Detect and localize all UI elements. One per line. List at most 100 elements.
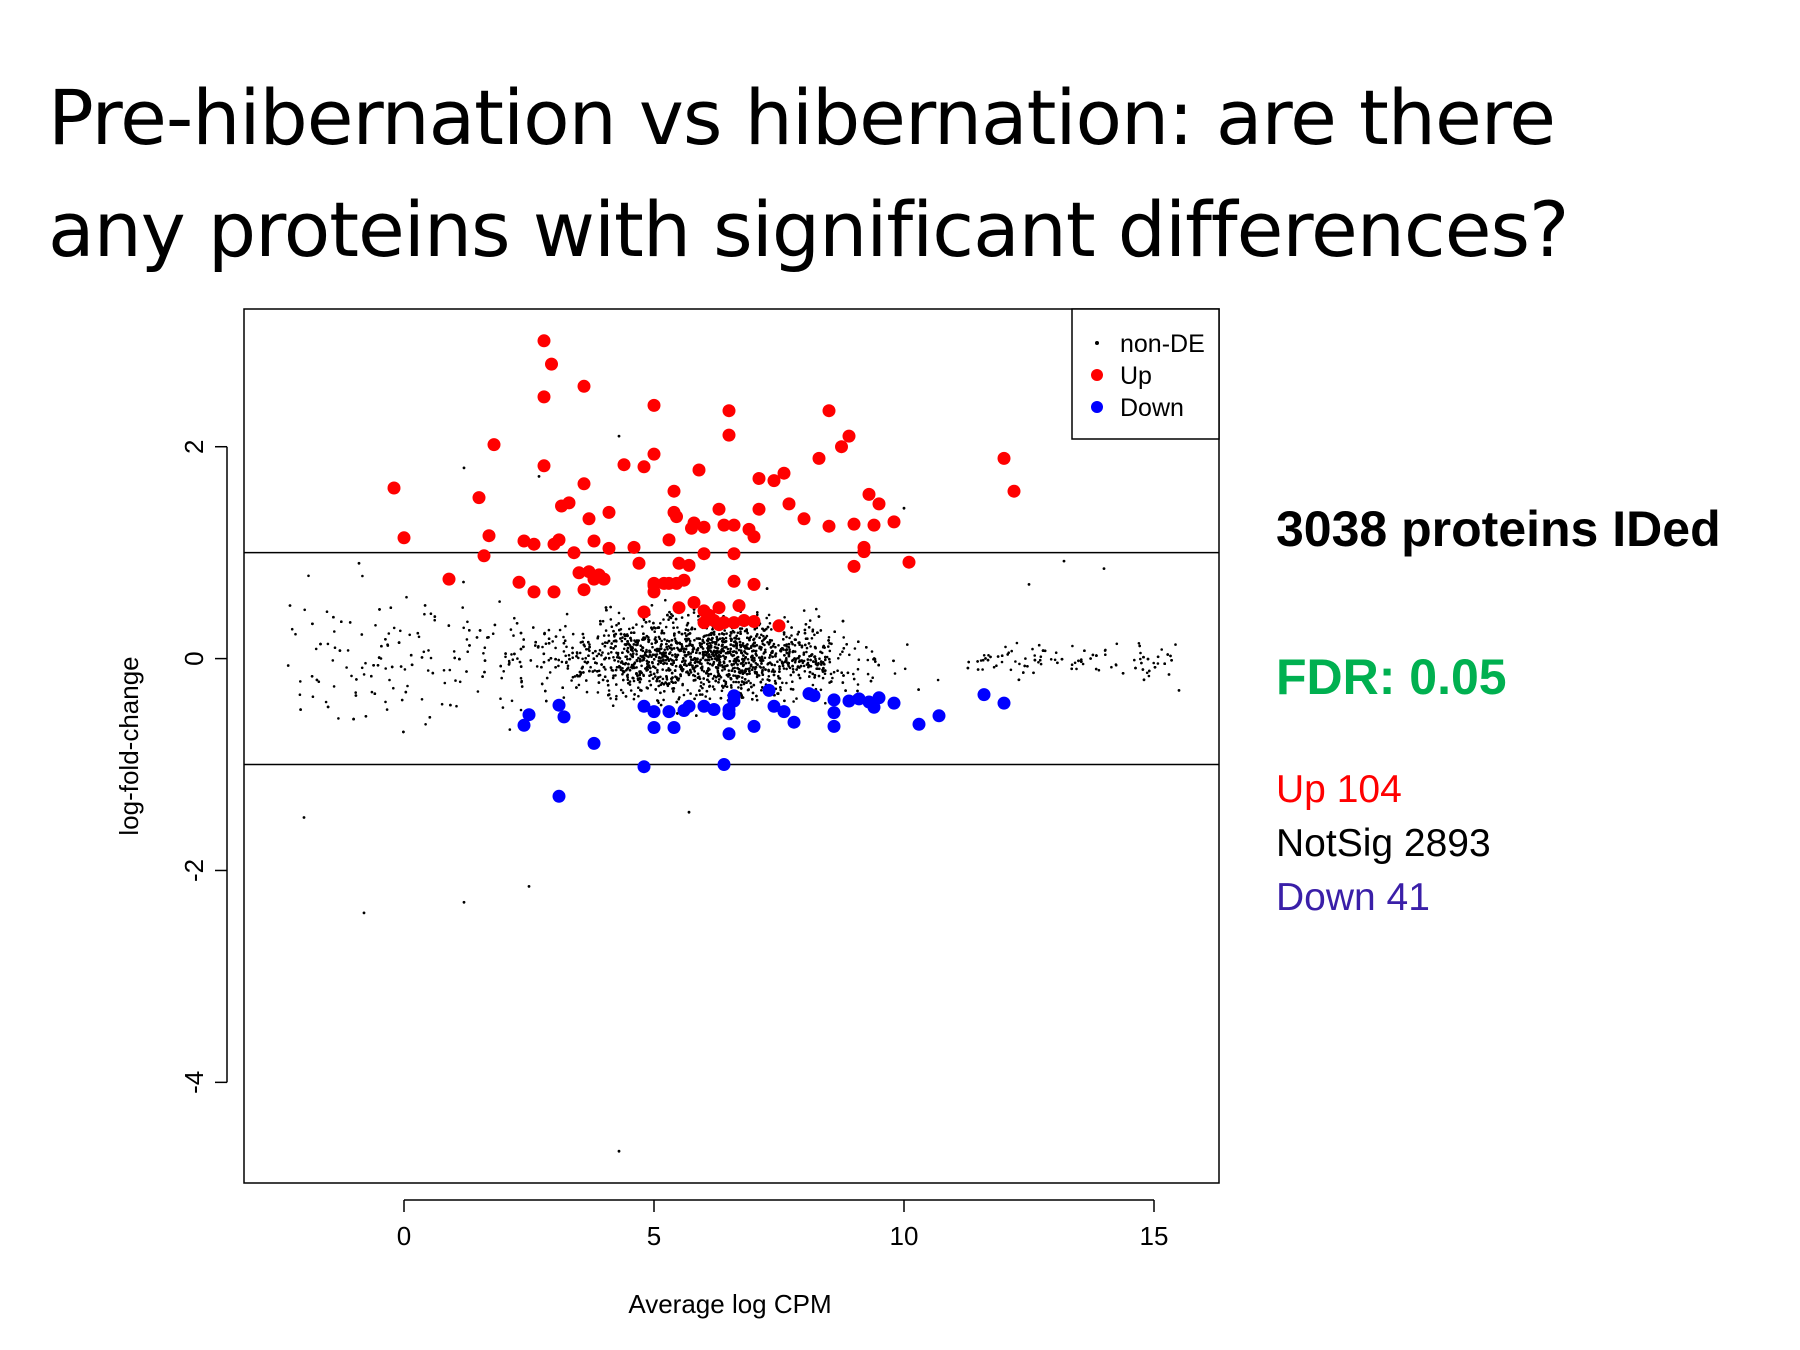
nonde-point [737, 680, 740, 684]
nonde-point [774, 645, 777, 649]
up-point [667, 484, 681, 498]
nonde-point [706, 650, 709, 654]
nonde-point [1027, 583, 1031, 586]
nonde-point [693, 697, 696, 701]
nonde-point [702, 641, 706, 644]
nonde-point [701, 653, 705, 656]
nonde-point [588, 643, 591, 646]
nonde-point [781, 662, 784, 665]
nonde-point [866, 672, 870, 676]
up-point [685, 521, 698, 535]
notsig-count-label: NotSig 2893 [1276, 822, 1491, 865]
nonde-point [662, 631, 666, 635]
nonde-point [811, 630, 814, 633]
nonde-point [740, 696, 744, 699]
nonde-point [644, 651, 647, 654]
nonde-point [542, 660, 546, 664]
nonde-point [671, 663, 674, 666]
nonde-point [547, 658, 551, 662]
nonde-point [614, 674, 617, 677]
nonde-point [1023, 664, 1026, 668]
nonde-point [664, 625, 668, 629]
nonde-point [791, 650, 795, 654]
up-point [727, 547, 741, 561]
nonde-point [670, 680, 673, 683]
nonde-point [417, 635, 421, 639]
up-point [692, 463, 706, 477]
nonde-point [518, 660, 522, 664]
nonde-point [481, 675, 484, 678]
up-point [747, 615, 761, 628]
nonde-point [811, 683, 815, 687]
nonde-point [625, 674, 629, 678]
nonde-point [355, 678, 358, 681]
nonde-point [740, 651, 743, 655]
nonde-point [540, 682, 544, 686]
nonde-point [1104, 653, 1107, 656]
nonde-point [515, 622, 519, 625]
nonde-point [1094, 667, 1098, 671]
nonde-point [1041, 649, 1045, 652]
down-point [827, 706, 841, 720]
nonde-point [585, 690, 589, 694]
nonde-point [390, 665, 394, 669]
nonde-point [631, 676, 634, 680]
nonde-point [730, 663, 734, 667]
nonde-point [791, 664, 794, 668]
nonde-point [657, 649, 661, 653]
nonde-point [627, 681, 630, 685]
down-point [912, 717, 926, 731]
nonde-point [625, 642, 629, 646]
nonde-point [744, 661, 748, 665]
nonde-point [670, 677, 673, 680]
nonde-point [1039, 655, 1043, 658]
nonde-point [653, 630, 656, 633]
nonde-point [606, 679, 609, 683]
nonde-point [717, 681, 720, 684]
nonde-point [695, 693, 698, 697]
nonde-point [706, 642, 709, 646]
nonde-point [689, 652, 693, 655]
nonde-point [331, 659, 335, 662]
nonde-point [584, 656, 587, 660]
nonde-point [741, 657, 744, 661]
nonde-point [728, 673, 731, 677]
nonde-point [1000, 660, 1004, 664]
down-point [767, 699, 781, 713]
nonde-point [656, 668, 659, 672]
nonde-point [625, 649, 629, 652]
nonde-point [626, 646, 630, 650]
up-point [997, 451, 1011, 465]
nonde-point [739, 630, 742, 633]
nonde-point [607, 652, 610, 655]
nonde-point [617, 660, 620, 663]
nonde-point [824, 658, 827, 662]
nonde-point [663, 638, 666, 641]
nonde-point [655, 653, 659, 656]
nonde-point [793, 644, 797, 647]
nonde-point [754, 665, 757, 669]
down-point [827, 719, 841, 733]
nonde-point [761, 678, 764, 681]
nonde-point [420, 698, 424, 701]
nonde-point [700, 668, 704, 672]
nonde-point [772, 642, 776, 646]
nonde-point [716, 638, 719, 642]
nonde-point [845, 643, 848, 646]
nonde-point [681, 669, 684, 673]
nonde-point [779, 649, 783, 653]
nonde-point [785, 667, 788, 671]
nonde-point [663, 648, 666, 652]
nonde-point [519, 665, 523, 668]
nonde-point [673, 637, 677, 640]
nonde-point [782, 638, 785, 641]
nonde-point [665, 642, 668, 646]
nonde-point [637, 686, 640, 689]
up-point [512, 575, 526, 589]
nonde-point [684, 654, 688, 658]
nonde-point [825, 655, 829, 659]
nonde-point [362, 673, 366, 676]
nonde-point [732, 650, 736, 653]
up-point [552, 533, 566, 547]
nonde-point [563, 639, 567, 642]
